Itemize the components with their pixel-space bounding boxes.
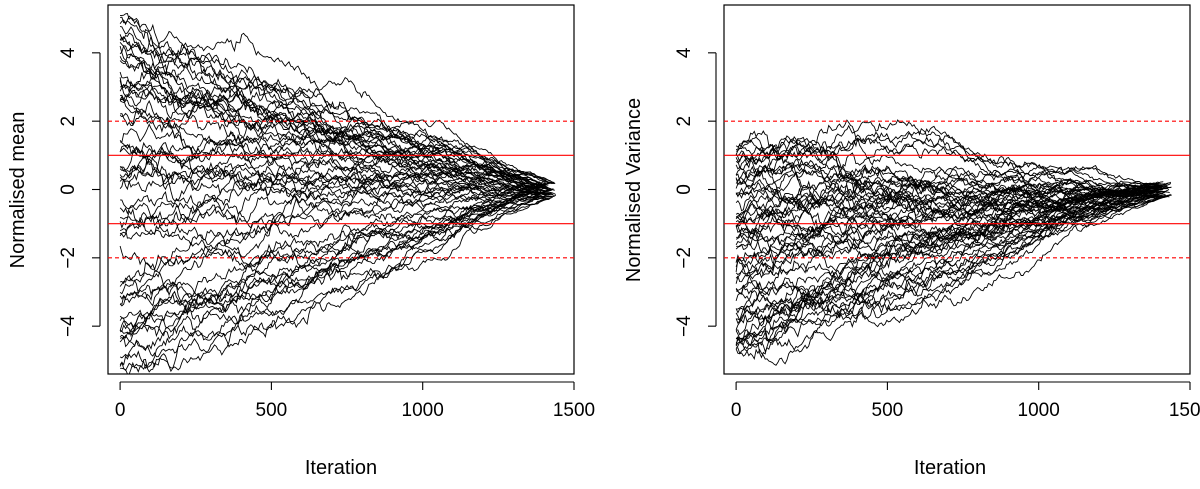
y-axis-label: Normalised Variance: [623, 98, 645, 282]
trace-line: [735, 183, 1156, 230]
panel-normalised-variance: 0 500 1000 1500 −4 −2 0 2 4 Iteration Normalise…: [623, 4, 1200, 479]
y-axis: −4 −2 0 2 4: [674, 47, 717, 337]
trace-line: [120, 94, 547, 195]
x-axis-label: Iteration: [305, 457, 377, 479]
y-tick-label: −2: [58, 247, 79, 269]
x-tick-label: 500: [256, 400, 288, 421]
trace-line: [119, 194, 557, 315]
trace-line: [735, 188, 1170, 330]
plot-frame: [107, 4, 575, 375]
trace-line: [735, 188, 1163, 366]
y-tick-label: 4: [674, 47, 695, 58]
y-tick-label: 4: [58, 47, 79, 58]
trace-line: [119, 152, 552, 190]
trace-line: [735, 178, 1163, 243]
trace-line: [735, 137, 1155, 196]
trace-line: [735, 125, 1156, 197]
trace-line: [119, 135, 550, 197]
trace-line: [119, 36, 542, 187]
trace-line: [119, 190, 543, 240]
trace-line: [119, 182, 546, 359]
trace-line: [119, 135, 546, 199]
trace-line: [735, 194, 1172, 359]
y-tick-label: −4: [674, 315, 695, 337]
x-tick-label: 1500: [1169, 400, 1200, 421]
trace-line: [735, 159, 1163, 209]
trace-line: [119, 188, 551, 309]
trace-line: [735, 194, 1168, 312]
trace-line: [735, 164, 1169, 225]
y-tick-label: −4: [58, 315, 79, 337]
trace-line: [119, 32, 555, 191]
y-axis: −4 −2 0 2 4: [58, 47, 101, 337]
trace-line: [119, 171, 550, 287]
trace-line: [120, 30, 542, 198]
trace-line: [736, 192, 1156, 355]
trace-line: [119, 15, 557, 195]
trace-line: [120, 178, 542, 247]
x-tick-label: 1000: [1018, 400, 1060, 421]
trace-line: [735, 194, 1167, 324]
trace-line: [119, 130, 547, 193]
trace-line: [735, 184, 1167, 244]
plot-frame: [723, 4, 1191, 375]
reference-lines: [108, 120, 574, 259]
panel-normalised-mean: 0 500 1000 1500 −4 −2 0 2 4 Iteration Normalise…: [7, 4, 595, 479]
reference-lines: [724, 120, 1190, 259]
x-axis-label: Iteration: [914, 457, 986, 479]
trace-line: [735, 183, 1166, 312]
trace-line: [120, 12, 540, 189]
trace-line: [735, 191, 1166, 343]
trace-line: [119, 195, 549, 341]
trace-line: [119, 53, 552, 185]
trace-group: [119, 12, 557, 374]
y-tick-label: 0: [58, 184, 79, 195]
y-axis-label: Normalised mean: [7, 112, 29, 269]
trace-line: [736, 178, 1169, 239]
trace-line: [735, 185, 1159, 278]
trace-line: [735, 130, 1162, 194]
trace-line: [120, 99, 549, 191]
x-tick-label: 0: [731, 400, 742, 421]
trace-line: [735, 168, 1170, 215]
trace-line: [735, 186, 1166, 276]
y-tick-label: 2: [58, 116, 79, 127]
x-axis: 0 500 1000 1500: [731, 381, 1200, 421]
trace-line: [735, 188, 1160, 277]
x-tick-label: 1500: [553, 400, 595, 421]
trace-line: [120, 123, 552, 199]
trace-line: [120, 195, 545, 285]
trace-line: [119, 187, 548, 297]
trace-group: [735, 119, 1172, 366]
trace-line: [119, 84, 541, 183]
x-tick-label: 0: [115, 400, 126, 421]
x-axis: 0 500 1000 1500: [115, 381, 595, 421]
trace-line: [120, 175, 547, 225]
y-tick-label: 2: [674, 116, 695, 127]
x-tick-label: 500: [872, 400, 904, 421]
y-tick-label: 0: [674, 184, 695, 195]
trace-line: [119, 88, 544, 186]
trace-line: [735, 162, 1156, 206]
trace-line: [119, 196, 552, 338]
y-tick-label: −2: [674, 247, 695, 269]
x-tick-label: 1000: [402, 400, 444, 421]
trace-line: [119, 71, 555, 191]
trace-line: [120, 83, 552, 185]
